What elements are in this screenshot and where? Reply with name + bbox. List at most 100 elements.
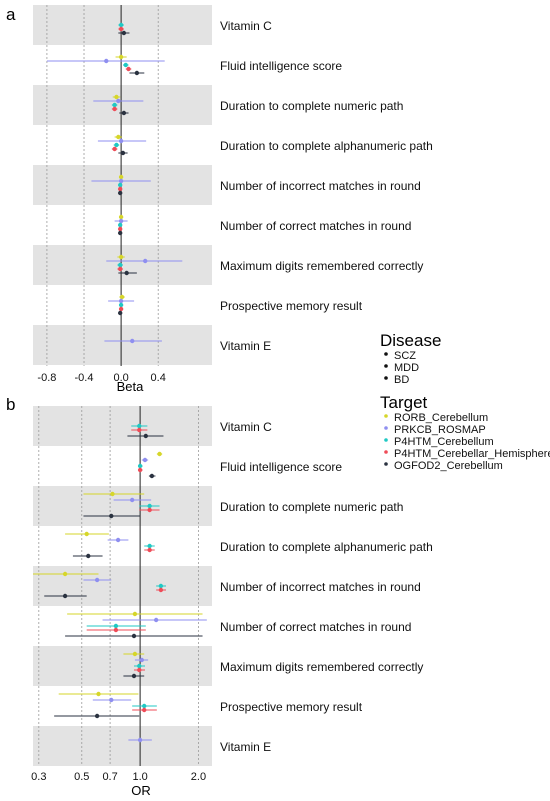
point-estimate: [117, 190, 123, 196]
point-estimate: [117, 266, 123, 272]
category-label: Maximum digits remembered correctly: [220, 660, 423, 674]
row-band: [33, 85, 212, 125]
point-estimate: [96, 691, 101, 697]
point-estimate: [130, 338, 135, 344]
point-estimate: [137, 663, 142, 669]
legend-target-label: P4HTM_Cerebellar_Hemisphere: [394, 448, 550, 460]
row-band: [33, 406, 212, 446]
panel-b-tag: b: [6, 395, 15, 414]
point-estimate: [120, 150, 126, 156]
legend-target-items: RORB_CerebellumPRKCB_ROSMAPP4HTM_Cerebel…: [384, 412, 550, 472]
point-estimate: [118, 178, 124, 184]
category-label: Duration to complete alphanumeric path: [220, 540, 433, 554]
panel-a-category-labels: Vitamin C Fluid intelligence score Duratio…: [220, 19, 433, 353]
panel-a-row-backgrounds: [33, 5, 212, 365]
category-label: Number of incorrect matches in round: [220, 580, 421, 594]
point-estimate: [158, 583, 164, 589]
point-estimate: [104, 58, 109, 64]
point-estimate: [118, 218, 124, 224]
point-estimate: [137, 737, 143, 743]
point-estimate: [115, 537, 121, 543]
x-tick-label: 0.4: [151, 372, 166, 384]
point-estimate: [109, 697, 114, 703]
point-estimate: [147, 503, 152, 509]
point-estimate: [147, 507, 152, 513]
point-estimate: [118, 26, 124, 32]
row-band: [33, 726, 212, 766]
point-estimate: [131, 673, 137, 679]
point-estimate: [124, 270, 129, 276]
point-estimate: [153, 617, 159, 623]
row-band: [33, 325, 212, 365]
point-estimate: [113, 627, 119, 633]
point-estimate: [114, 94, 119, 100]
point-estimate: [142, 707, 147, 713]
panel-a-markers: [46, 22, 183, 344]
point-estimate: [117, 186, 123, 192]
category-label: Vitamin C: [220, 19, 272, 33]
legend-disease-label: MDD: [394, 362, 419, 374]
point-estimate: [94, 577, 100, 583]
point-estimate: [109, 513, 114, 519]
point-estimate: [137, 423, 142, 429]
legend-target-key: [384, 462, 388, 466]
panel-a: a Vitamin C Fluid intelligence score Durat…: [6, 5, 433, 394]
point-estimate: [118, 138, 124, 144]
point-estimate: [143, 433, 149, 439]
point-estimate: [142, 457, 148, 463]
legend-disease-label: SCZ: [394, 350, 416, 362]
point-estimate: [137, 467, 143, 473]
point-estimate: [149, 473, 155, 479]
point-estimate: [157, 451, 162, 457]
category-label: Number of correct matches in round: [220, 219, 411, 233]
point-estimate: [117, 310, 123, 316]
legend-target-key: [384, 450, 388, 454]
point-estimate: [94, 713, 100, 719]
x-tick-label: -0.8: [37, 372, 56, 384]
point-estimate: [137, 427, 142, 433]
panel-b-row-backgrounds: [33, 406, 212, 766]
point-estimate: [116, 98, 121, 104]
point-estimate: [132, 611, 138, 617]
row-band: [33, 165, 212, 205]
legend-target-label: RORB_Cerebellum: [394, 412, 488, 424]
category-label: Duration to complete alphanumeric path: [220, 139, 433, 153]
x-tick-label: 1.0: [132, 771, 147, 783]
category-label: Maximum digits remembered correctly: [220, 259, 423, 273]
category-label: Vitamin E: [220, 740, 271, 754]
point-estimate: [84, 531, 89, 537]
point-estimate: [86, 553, 91, 559]
x-tick-label: 0.0: [113, 372, 128, 384]
point-estimate: [147, 547, 152, 553]
legend-target-label: OGFOD2_Cerebellum: [394, 460, 503, 472]
row-band: [33, 486, 212, 526]
legend-target-key: [384, 426, 388, 430]
category-label: Prospective memory result: [220, 299, 363, 313]
legend-disease-key: [384, 352, 388, 356]
x-tick-label: -0.4: [75, 372, 94, 384]
point-estimate: [118, 306, 124, 312]
point-estimate: [118, 298, 124, 304]
point-estimate: [112, 106, 117, 112]
point-estimate: [126, 66, 131, 72]
category-label: Fluid intelligence score: [220, 460, 342, 474]
point-estimate: [123, 62, 128, 68]
row-band: [33, 646, 212, 686]
point-estimate: [110, 491, 115, 497]
point-estimate: [118, 254, 124, 260]
legend-target-label: P4HTM_Cerebellum: [394, 436, 494, 448]
point-estimate: [112, 102, 117, 108]
point-estimate: [116, 134, 121, 140]
point-estimate: [113, 623, 119, 629]
point-estimate: [134, 70, 140, 76]
legend-disease-key: [384, 376, 388, 380]
legend-disease-title: Disease: [380, 331, 441, 350]
point-estimate: [112, 146, 117, 152]
point-estimate: [142, 703, 147, 709]
panel-b-x-tick-labels: 0.3 0.5 0.7 1.0 2.0: [31, 771, 206, 783]
point-estimate: [117, 222, 123, 228]
point-estimate: [131, 633, 137, 639]
point-estimate: [118, 174, 124, 180]
